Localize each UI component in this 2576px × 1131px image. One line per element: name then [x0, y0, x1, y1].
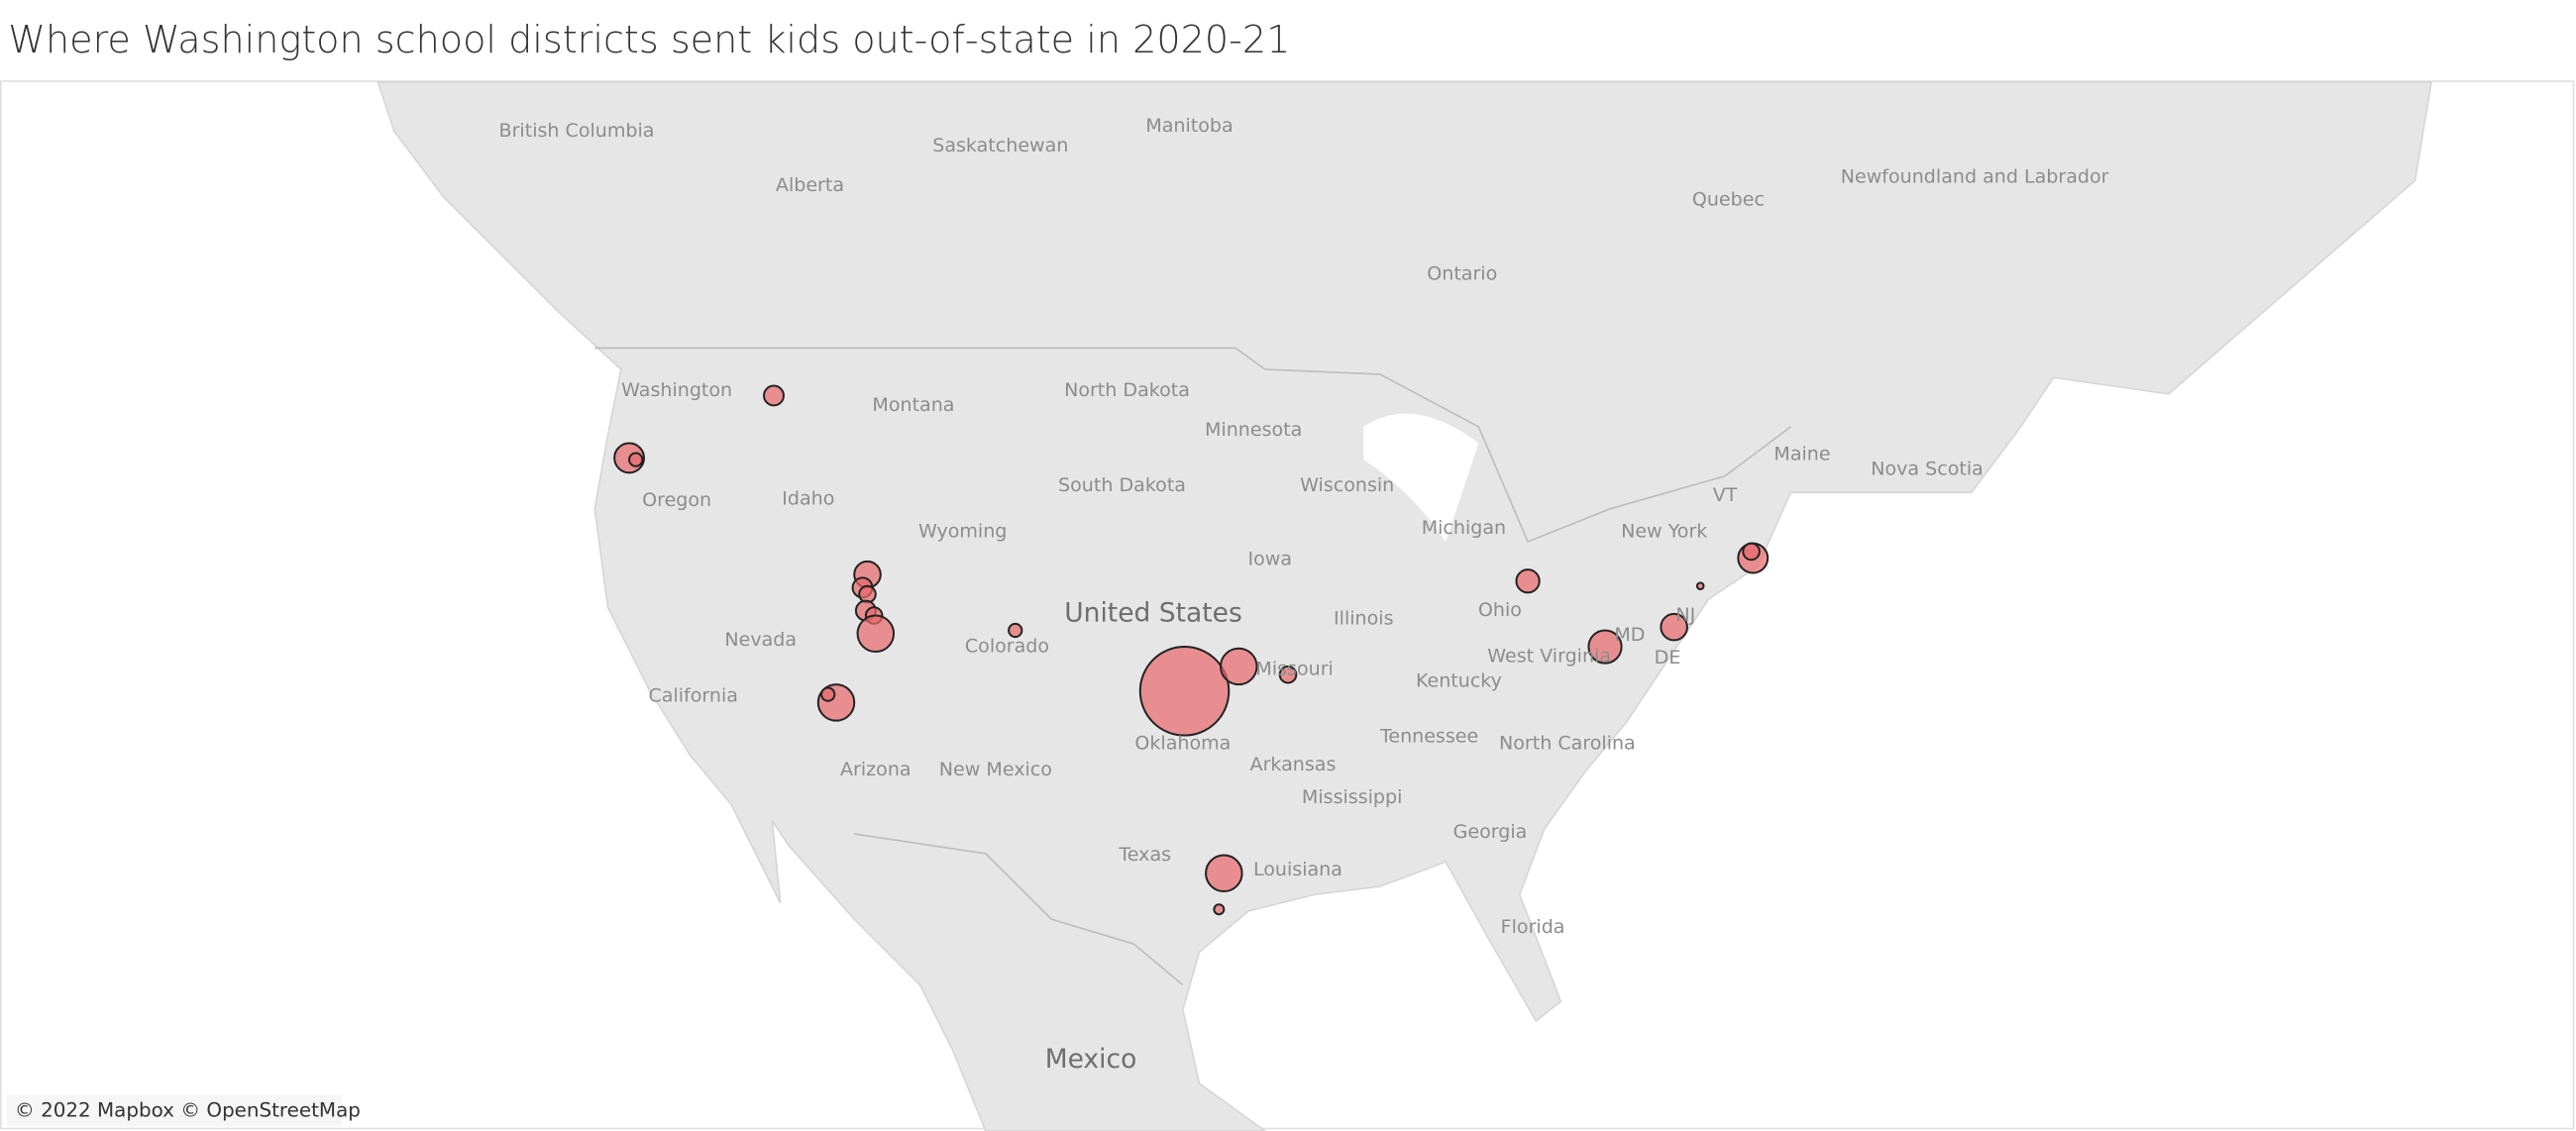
lake: [1363, 413, 1479, 542]
place-label: VT: [1713, 484, 1738, 506]
bubble: [628, 452, 644, 467]
place-label: Florida: [1501, 916, 1565, 938]
place-label: NJ: [1675, 604, 1695, 626]
place-label: Newfoundland and Labrador: [1841, 166, 2109, 188]
place-label: Colorado: [965, 636, 1049, 658]
place-label: Michigan: [1422, 517, 1506, 539]
place-label: West Virginia: [1487, 645, 1611, 667]
place-label: Oklahoma: [1134, 732, 1231, 754]
place-label: Wisconsin: [1300, 474, 1394, 496]
place-label: Nevada: [724, 629, 797, 651]
place-label: North Carolina: [1499, 732, 1636, 754]
attribution: © 2022 Mapbox © OpenStreetMap: [15, 1099, 361, 1122]
place-label: Missouri: [1255, 659, 1333, 680]
bubbles: [613, 384, 1770, 916]
place-label: New Mexico: [939, 759, 1052, 780]
place-label: British Columbia: [499, 120, 655, 142]
bubble: [1587, 629, 1623, 665]
place-label: Idaho: [782, 487, 834, 509]
place-label: Minnesota: [1205, 419, 1302, 441]
place-label: Arkansas: [1250, 754, 1337, 775]
bubble: [1205, 854, 1243, 893]
place-label: Montana: [872, 394, 954, 416]
bubble: [1742, 542, 1761, 562]
place-label: Georgia: [1453, 821, 1528, 843]
bubble: [1220, 647, 1258, 686]
bubble: [1660, 612, 1688, 642]
bubble: [1213, 903, 1226, 916]
place-label: Mexico: [1045, 1044, 1137, 1075]
bubble: [856, 614, 896, 654]
place-label: Illinois: [1334, 607, 1393, 629]
place-label: Arizona: [840, 759, 912, 780]
border: [854, 833, 1184, 986]
land: [376, 81, 2433, 1131]
place-label: Iowa: [1247, 549, 1292, 570]
bubble: [1138, 646, 1231, 737]
place-label: Quebec: [1692, 189, 1765, 211]
place-label: California: [649, 684, 738, 706]
place-label: Maine: [1773, 444, 1830, 465]
place-label: Oregon: [642, 489, 711, 511]
bubble: [820, 686, 836, 702]
country-label: United States: [1064, 597, 1242, 628]
place-label: Saskatchewan: [932, 135, 1068, 156]
bubble: [1695, 581, 1705, 591]
attribution-bg: [6, 1094, 342, 1127]
title: Where Washington school districts sent k…: [8, 18, 1290, 61]
place-label: Washington: [621, 379, 732, 401]
place-label: Alberta: [776, 174, 844, 196]
place-label: MD: [1614, 624, 1645, 646]
place-label: Mississippi: [1302, 786, 1403, 808]
place-label: Wyoming: [918, 521, 1007, 543]
border: [594, 347, 1791, 544]
bubble: [763, 384, 785, 407]
place-label: Texas: [1118, 844, 1171, 866]
place-label: Manitoba: [1145, 115, 1233, 137]
place-label: New York: [1621, 521, 1707, 543]
place-label: South Dakota: [1058, 474, 1186, 496]
place-label: Louisiana: [1253, 859, 1342, 880]
place-label: Ohio: [1478, 599, 1522, 621]
bubble: [1515, 568, 1541, 594]
place-label: Kentucky: [1416, 669, 1502, 691]
place-label: Tennessee: [1379, 726, 1478, 748]
place-label: Ontario: [1427, 262, 1497, 284]
place-label: Nova Scotia: [1871, 459, 1984, 480]
place-label: North Dakota: [1064, 379, 1190, 401]
place-label: DE: [1655, 647, 1681, 668]
bubble: [1008, 622, 1023, 639]
bubble: [1278, 665, 1298, 684]
